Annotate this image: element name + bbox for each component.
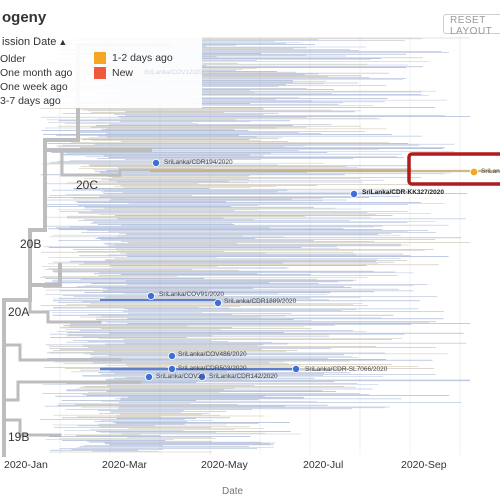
clade-label-19b: 19B	[8, 430, 30, 444]
node-label[interactable]: SriLanka/COV30	[156, 373, 205, 380]
backbone-branch	[2, 343, 122, 382]
node-label[interactable]: SriLan	[481, 168, 500, 175]
legend: ission Date ▲ Older One month ago One wee…	[0, 28, 202, 108]
legend-swatch-icon	[94, 67, 106, 79]
legend-label: 3-7 days ago	[0, 95, 61, 107]
x-tick-label: 2020-Sep	[401, 459, 447, 471]
legend-title-text: ission Date	[2, 36, 57, 48]
tree-node	[213, 298, 222, 307]
tip-branches	[40, 37, 470, 453]
legend-label: One month ago	[0, 67, 73, 79]
node-label[interactable]: SriLanka/CDR-SL7066/2020	[305, 366, 388, 373]
node-label[interactable]: SriLanka/CDR503/2020	[178, 365, 247, 372]
legend-swatch-icon	[94, 52, 106, 64]
clade-label-20a: 20A	[8, 305, 30, 319]
legend-item-one-month[interactable]: One month ago	[0, 67, 72, 79]
legend-title[interactable]: ission Date ▲	[2, 36, 67, 48]
highlight-box	[407, 152, 500, 186]
x-tick-label: 2020-May	[201, 459, 248, 471]
clade-label-20c: 20C	[76, 178, 99, 192]
x-tick-label: 2020-Jul	[303, 459, 344, 471]
legend-label: New	[112, 67, 134, 79]
legend-item-1-2-days[interactable]: 1-2 days ago	[94, 52, 173, 64]
node-label[interactable]: SriLanka/CDR142/2020	[209, 373, 278, 380]
reset-layout-button[interactable]: RESET LAYOUT	[443, 14, 500, 37]
legend-label: One week ago	[0, 81, 68, 93]
tree-node	[167, 351, 176, 360]
backbone-branch	[2, 380, 142, 402]
legend-label: Older	[0, 53, 26, 65]
tree-node	[146, 291, 155, 300]
tree-node	[151, 158, 160, 167]
tree-node	[167, 364, 176, 373]
x-tick-label: 2020-Mar	[102, 459, 147, 471]
panel-title: ogeny	[2, 9, 47, 26]
tree-node	[144, 372, 153, 381]
clade-label-20b: 20B	[20, 237, 42, 251]
node-label[interactable]: SriLanka/COV486/2020	[178, 351, 247, 358]
caret-up-icon[interactable]: ▲	[58, 37, 68, 47]
backbone-branch	[28, 298, 102, 324]
legend-item-3-7-days[interactable]: 3-7 days ago	[0, 95, 61, 107]
x-axis-title: Date	[222, 486, 244, 497]
highlighted-node	[469, 167, 479, 177]
legend-item-one-week[interactable]: One week ago	[0, 81, 68, 93]
node-label[interactable]: SriLanka/COV91/2020	[159, 291, 225, 298]
legend-label: 1-2 days ago	[112, 52, 173, 64]
backbone-branch	[28, 263, 62, 302]
node-label[interactable]: SriLanka/COV12/2020	[144, 69, 210, 76]
node-label[interactable]: SriLanka/CDR1889/2020	[224, 298, 297, 305]
node-label[interactable]: SriLanka/CDR-KK327/2020	[362, 189, 445, 196]
tree-node	[291, 364, 300, 373]
backbone-branch	[2, 418, 62, 437]
tree-node	[349, 189, 358, 198]
x-tick-label: 2020-Jan	[4, 459, 48, 471]
legend-item-new[interactable]: New	[94, 67, 133, 79]
node-label[interactable]: SriLanka/CDR194/2020	[164, 159, 233, 166]
tree-node	[197, 372, 206, 381]
legend-item-older[interactable]: Older	[0, 53, 26, 65]
